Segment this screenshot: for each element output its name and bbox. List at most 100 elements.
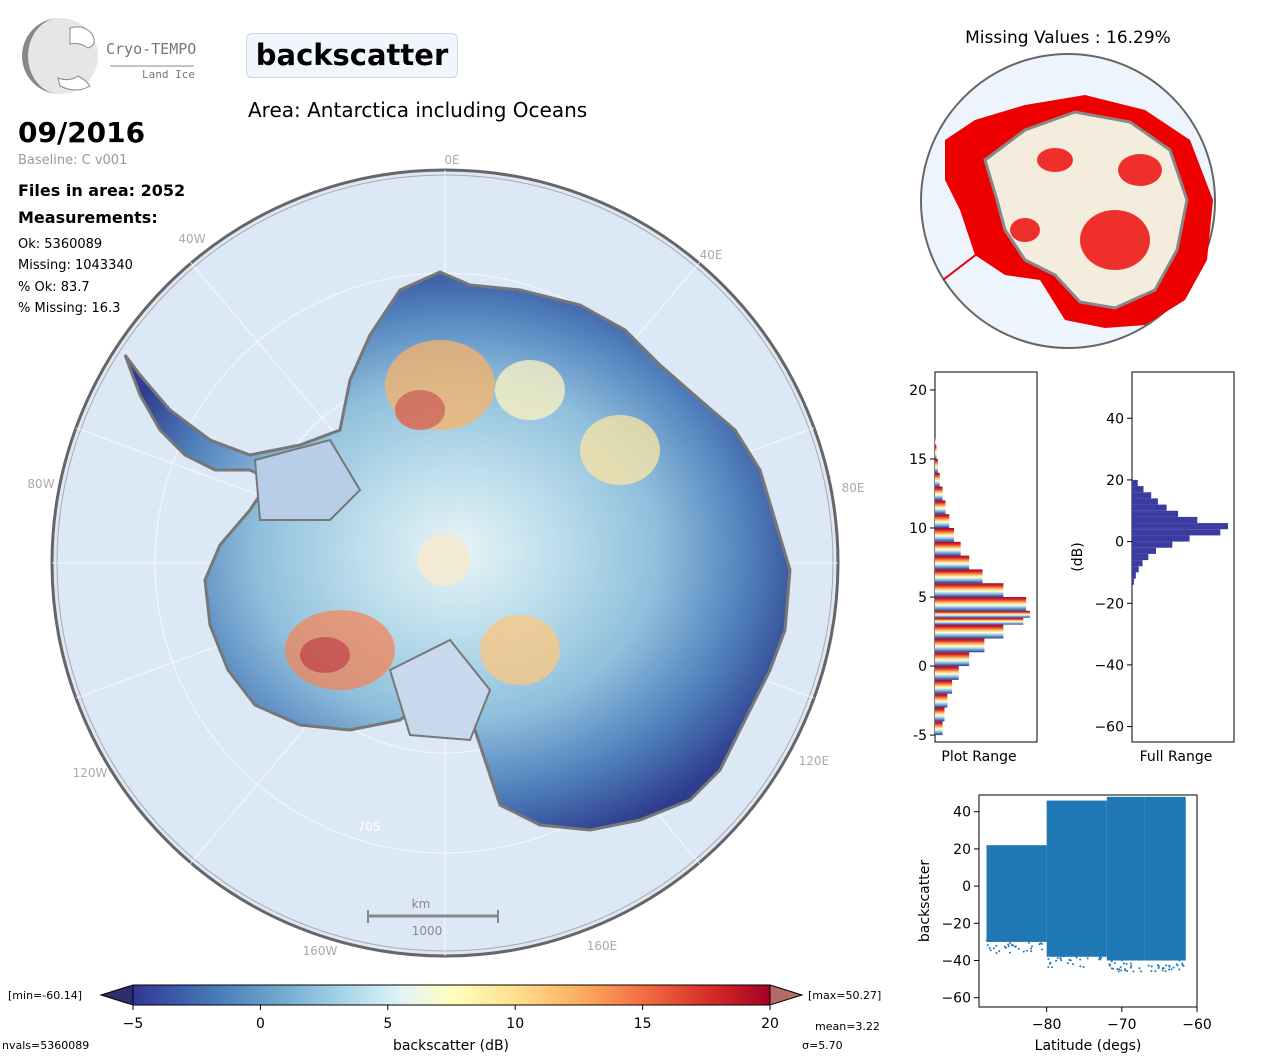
scatter-point [1030,945,1033,948]
scatter-point [1079,965,1082,968]
scatter-point [1172,966,1175,969]
scatter-point [1047,958,1050,961]
hist2-tick-label: 40 [1106,411,1124,427]
scatter-point [1118,956,1121,959]
scatter-point [1079,958,1082,961]
hist2-tick-label: −20 [1094,596,1124,612]
high-backscatter-regions [285,340,660,690]
scatter-point [1162,967,1165,970]
scatter-point [1082,966,1085,969]
scatter-point [1118,968,1121,971]
scatter-point [1130,964,1133,967]
colorbar-max-extend [769,984,804,1006]
missing-map-scatter [1010,148,1162,270]
scatter-point [1104,954,1107,957]
scatter-point [1028,941,1031,944]
scatter-point [1098,956,1101,959]
hist2-bar [1132,566,1139,573]
scatter-point [1117,970,1120,973]
scatter-ytick-label: −20 [941,916,971,932]
hist2-bar [1132,553,1149,561]
logo-text: Cryo-TEMPO [106,40,197,58]
hist2-ylabel: (dB) [1070,542,1086,571]
scatter-point [1056,957,1059,960]
hist1-bar [935,617,1024,625]
hist2-bar [1132,492,1152,499]
scatter-point [1170,968,1173,971]
measurements-title: Measurements: [18,208,158,227]
scatter-point [1147,964,1150,967]
sigma-label: σ=5.70 [802,1039,843,1052]
scatter-point [1055,959,1058,962]
scatter-point [1150,965,1153,968]
hist2-bars [1132,479,1228,585]
scatter-point-cloud [1106,796,1145,961]
scatter-point [1178,968,1181,971]
scatter-point [1126,969,1129,972]
scatter-point-cloud [1046,800,1107,957]
logo-graphic [22,18,194,94]
scatter-point [995,952,998,955]
scatter-point [1115,956,1118,959]
hist2-tick-label: 0 [1115,535,1124,551]
label-80w: 80W [27,477,54,491]
scatter-point [1047,966,1050,969]
colorbar-max-label: [max=50.27] [808,989,881,1002]
scatter-point [1109,964,1112,967]
scatter-point [1030,947,1033,950]
scatter-point [1008,951,1011,954]
hist1-bar [935,472,940,487]
scatter-point [1157,966,1160,969]
scatter-point [1113,961,1116,964]
label-40e: 40E [700,248,723,262]
colorbar-tick-label: 5 [383,1016,392,1032]
hist2-tick-label: −40 [1094,658,1124,674]
scatter-point [1116,968,1119,971]
scatter-point [1008,938,1011,941]
scale-value: 1000 [412,924,443,938]
colorbar-min-extend [99,984,134,1006]
logo-subtext: Land Ice [142,68,195,81]
scatter-point [1059,957,1062,960]
hist1-bar [935,445,937,459]
scatter-ytick-label: −60 [941,991,971,1007]
hist1-bar [935,624,1004,639]
hist2-bar [1132,516,1198,524]
ronne-ice-shelf [253,438,362,521]
scatter-point [1072,963,1075,966]
label-120w: 120W [73,766,108,780]
hist1-tick-label: 20 [909,383,927,399]
label-0e: 0E [444,153,459,167]
scatter-xtick-label: −60 [1182,1017,1212,1033]
scatter-point [1125,962,1128,965]
hist2-bar [1132,529,1221,536]
scatter-point [1075,956,1078,959]
scatter-point [1072,954,1075,957]
colorbar-label: backscatter (dB) [393,1038,509,1054]
scatter-point [992,947,995,950]
hist1-bar [935,458,938,473]
scatter-point [1154,970,1157,973]
scatter-point [1009,941,1012,944]
scatter-point [1050,952,1053,955]
scatter-point [986,944,989,947]
hist2-bar [1132,560,1143,567]
scatter-point [1178,959,1181,962]
scatter-ytick-label: 20 [953,842,971,858]
label-40w: 40W [178,232,205,246]
hist1-tick-label: 15 [909,452,927,468]
hist2-bar [1132,541,1173,548]
hist1-tick-label: 0 [918,659,927,675]
missing-values-title: Missing Values : 16.29% [965,28,1171,48]
scatter-point [1017,947,1020,950]
scatter-point [1041,948,1044,951]
scatter-point [1169,958,1172,961]
hist2-tick-label: 20 [1106,473,1124,489]
hist2-bar [1132,510,1179,517]
scatter-point [1132,970,1135,973]
label-80e: 80E [842,481,865,495]
stat-ok: Ok: 5360089 [18,237,103,252]
scatter-point [1129,962,1132,965]
missing-values-map [920,53,1216,349]
scatter-point [1066,962,1069,965]
